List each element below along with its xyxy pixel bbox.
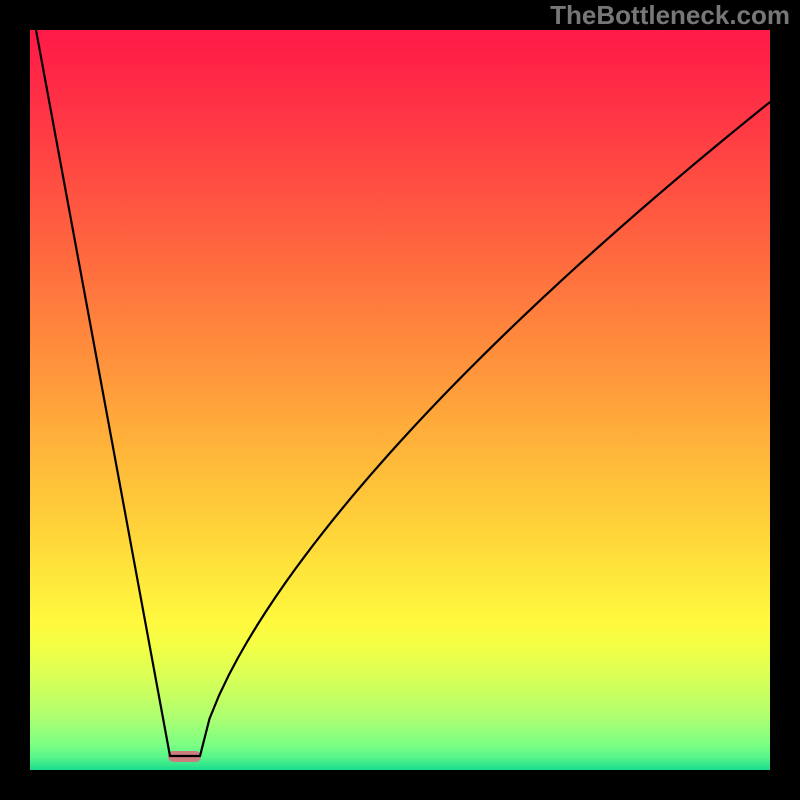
chart-gradient-background bbox=[30, 30, 770, 770]
bottleneck-chart: TheBottleneck.com bbox=[0, 0, 800, 800]
watermark-text: TheBottleneck.com bbox=[550, 0, 790, 30]
